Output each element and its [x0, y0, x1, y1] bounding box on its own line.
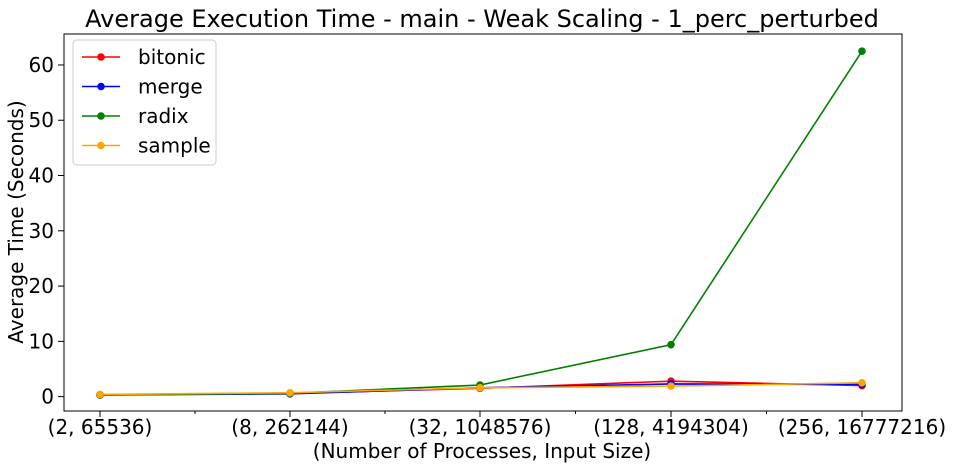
- x-tick-label: (32, 1048576): [409, 415, 552, 439]
- series-layer: [96, 47, 866, 399]
- y-tick-label: 60: [29, 53, 54, 77]
- y-tick-label: 20: [29, 274, 54, 298]
- data-point-sample: [286, 388, 294, 397]
- y-tick-label: 0: [41, 385, 54, 409]
- legend-item-bitonic: bitonic: [82, 45, 206, 69]
- y-axis: 0 10 20 30 40 50 60: [29, 53, 64, 409]
- x-tick-label: (256, 16777216): [778, 415, 946, 439]
- legend-swatch-marker: [97, 53, 105, 61]
- y-tick-label: 10: [29, 329, 54, 353]
- x-axis: (2, 65536) (8, 262144) (32, 1048576) (128, …: [48, 411, 946, 439]
- legend-label: merge: [138, 75, 203, 99]
- legend-swatch-marker: [97, 112, 105, 120]
- legend-swatch-marker: [97, 141, 105, 150]
- legend-label: radix: [138, 104, 189, 128]
- legend-item-radix: radix: [82, 104, 189, 128]
- x-tick-label: (128, 4194304): [593, 415, 749, 439]
- legend-label: bitonic: [138, 45, 206, 69]
- data-point-radix: [858, 47, 866, 55]
- legend-item-sample: sample: [82, 134, 211, 158]
- plot-frame: [63, 33, 903, 412]
- data-point-sample: [96, 390, 104, 399]
- y-tick-label: 30: [29, 219, 54, 243]
- legend-item-merge: merge: [82, 75, 203, 99]
- y-tick-label: 50: [29, 108, 54, 132]
- legend: bitonic merge radix sample: [72, 39, 217, 166]
- x-tick-label: (2, 65536): [48, 415, 153, 439]
- data-point-sample: [858, 379, 866, 387]
- y-axis-label: Average Time (Seconds): [4, 100, 28, 343]
- x-tick-label: (8, 262144): [231, 415, 348, 439]
- data-point-sample: [476, 383, 484, 392]
- legend-swatch-marker: [97, 82, 105, 91]
- data-point-radix: [667, 340, 675, 349]
- y-tick-label: 40: [29, 164, 54, 188]
- x-axis-label: (Number of Processes, Input Size): [313, 439, 651, 463]
- legend-label: sample: [138, 134, 211, 158]
- legend-box: [72, 39, 217, 166]
- chart-title: Average Execution Time - main - Weak Sca…: [85, 5, 879, 33]
- series-sample: [96, 379, 866, 399]
- data-point-sample: [667, 382, 675, 390]
